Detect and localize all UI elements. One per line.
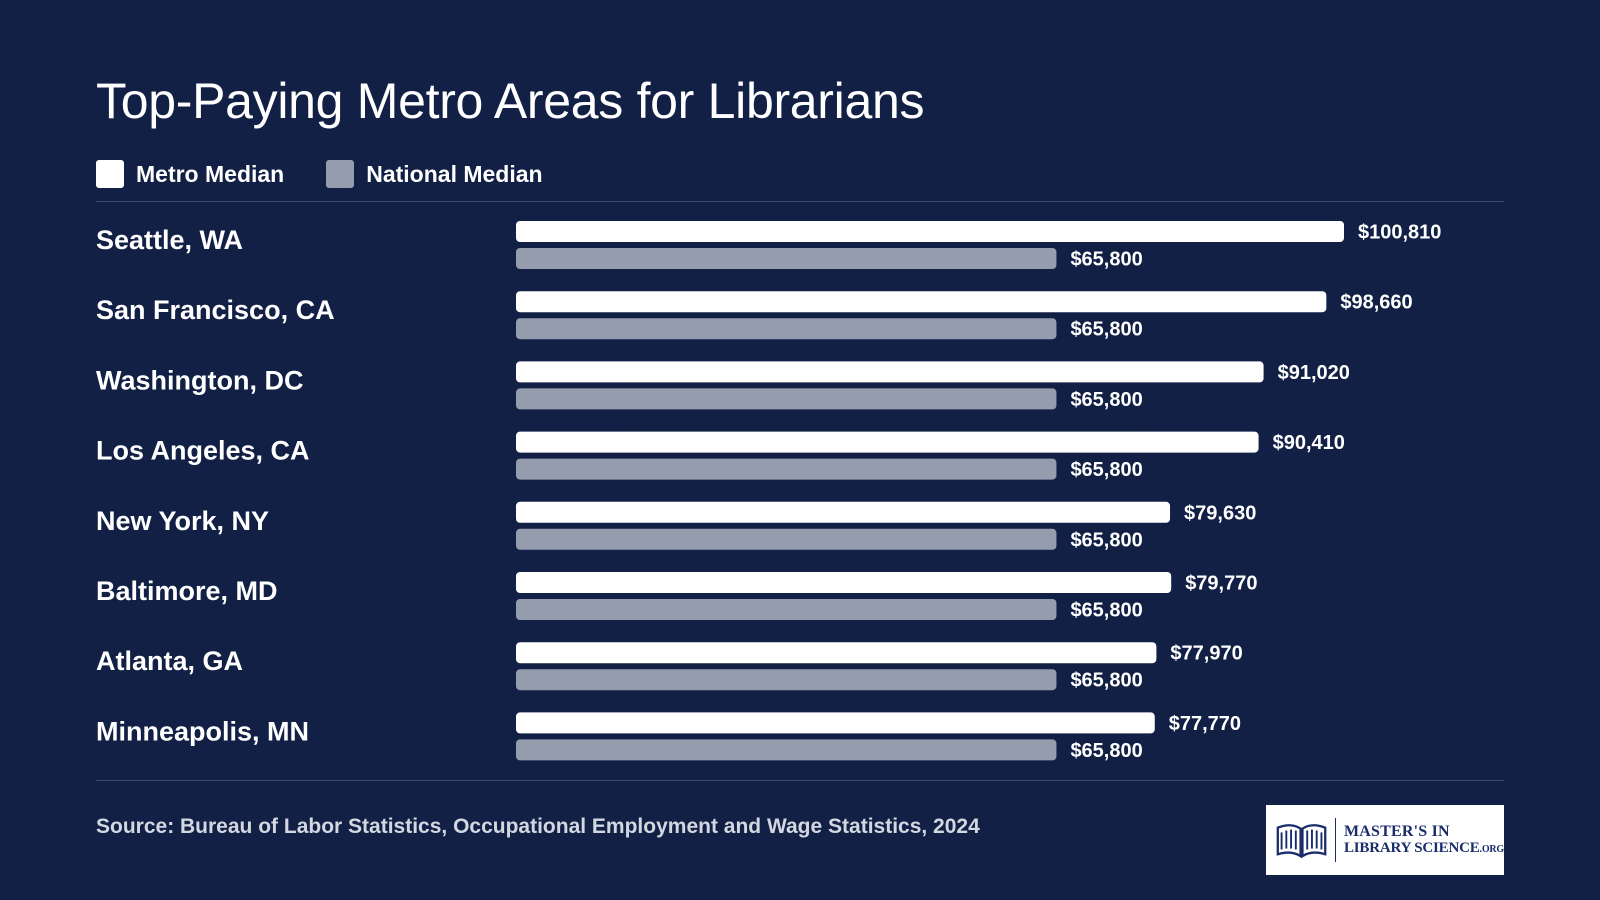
bottom-divider: [96, 780, 1504, 781]
value-label-national: $65,800: [1070, 319, 1142, 341]
value-label-national: $65,800: [1070, 670, 1142, 692]
bar-national: [516, 599, 1057, 620]
source-note: Source: Bureau of Labor Statistics, Occu…: [96, 815, 980, 838]
category-label: Seattle, WA: [96, 225, 243, 255]
value-label-metro: $79,630: [1184, 502, 1256, 524]
bar-metro: [516, 431, 1259, 453]
value-label-national: $65,800: [1070, 249, 1142, 271]
bar-national: [516, 248, 1057, 269]
category-label: Baltimore, MD: [96, 576, 278, 606]
bar-metro: [516, 221, 1344, 242]
logo-line-2: LIBRARY SCIENCE.ORG: [1344, 840, 1504, 858]
legend-swatch-metro: [96, 160, 124, 188]
bar-chart: Seattle, WA $100,810 $65,800 San Francisco,…: [96, 221, 1441, 762]
legend-swatch-national: [326, 160, 355, 188]
open-book-icon: [1276, 824, 1327, 859]
legend-label-national: National Median: [366, 160, 543, 187]
bar-metro: [516, 572, 1172, 593]
category-label: Washington, DC: [96, 365, 303, 395]
bar-metro: [516, 361, 1264, 383]
logo-line-1: MASTER'S IN: [1343, 822, 1450, 840]
logo-line-2-text: LIBRARY SCIENCE: [1343, 839, 1480, 856]
value-label-metro: $100,810: [1358, 222, 1441, 244]
category-label: Minneapolis, MN: [96, 716, 309, 746]
value-label-national: $65,800: [1070, 389, 1142, 411]
value-label-metro: $91,020: [1278, 362, 1350, 384]
value-label-national: $65,800: [1070, 740, 1142, 762]
value-label-metro: $90,410: [1273, 432, 1345, 454]
bar-national: [516, 388, 1057, 410]
legend-item-metro: Metro Median: [96, 160, 284, 188]
bar-metro: [516, 712, 1155, 734]
value-label-metro: $77,970: [1170, 643, 1242, 665]
bar-metro: [516, 291, 1327, 313]
legend-item-national: National Median: [326, 160, 543, 188]
top-divider: [96, 201, 1504, 202]
bar-metro: [516, 642, 1157, 664]
bar-national: [516, 669, 1057, 691]
brand-logo: MASTER'S IN LIBRARY SCIENCE.ORG: [1266, 805, 1504, 875]
bar-metro: [516, 501, 1171, 523]
legend: Metro Median National Median: [96, 160, 543, 188]
value-label-metro: $79,770: [1185, 573, 1257, 595]
value-label-national: $65,800: [1070, 600, 1142, 622]
chart-title: Top-Paying Metro Areas for Librarians: [96, 73, 925, 129]
value-label-metro: $98,660: [1340, 292, 1412, 314]
value-label-national: $65,800: [1070, 459, 1142, 481]
bar-national: [516, 528, 1057, 550]
logo-wordmark: MASTER'S IN LIBRARY SCIENCE.ORG: [1344, 823, 1504, 858]
value-label-national: $65,800: [1070, 529, 1142, 551]
logo-suffix: .ORG: [1479, 843, 1505, 855]
bar-national: [516, 458, 1057, 480]
bar-national: [516, 318, 1057, 340]
category-label: San Francisco, CA: [96, 295, 335, 325]
category-label: Atlanta, GA: [96, 646, 243, 676]
category-label: New York, NY: [96, 506, 269, 536]
legend-label-metro: Metro Median: [136, 160, 285, 187]
bar-national: [516, 739, 1057, 761]
category-label: Los Angeles, CA: [96, 436, 310, 466]
logo-divider: [1335, 818, 1336, 862]
value-label-metro: $77,770: [1169, 713, 1241, 735]
